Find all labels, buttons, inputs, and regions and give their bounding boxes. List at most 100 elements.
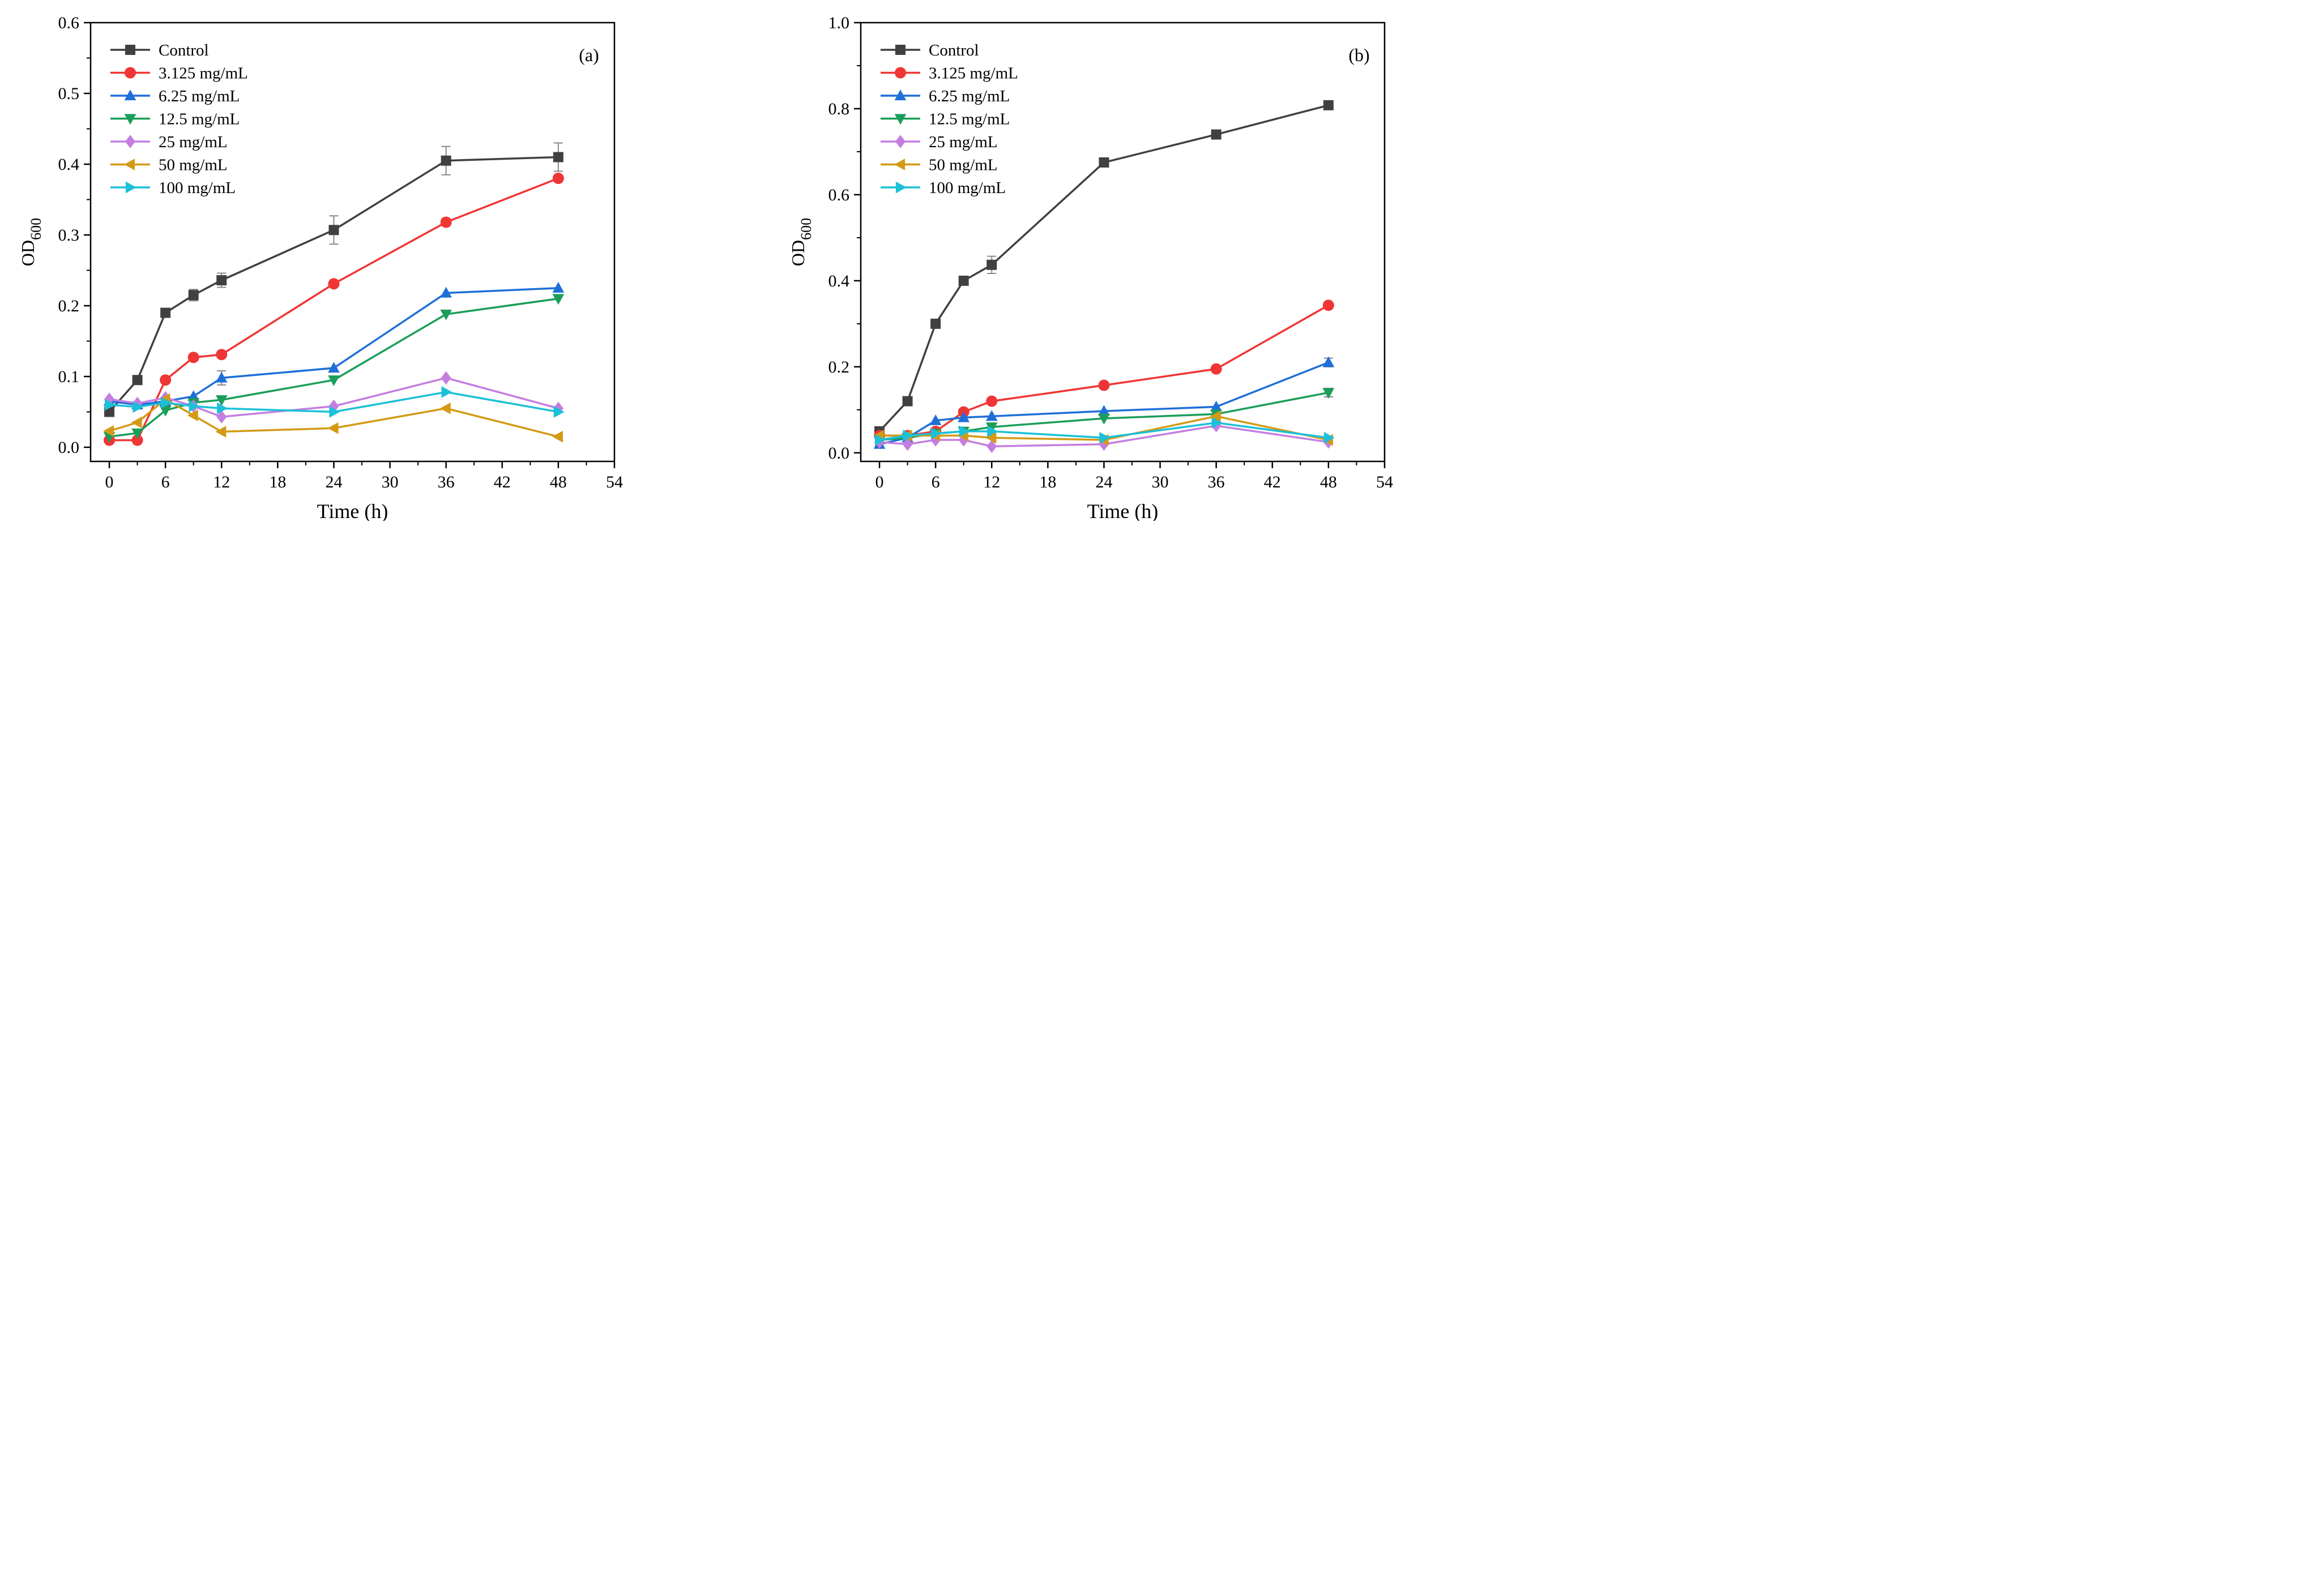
legend-label: 100 mg/mL: [929, 179, 1006, 197]
panel-label: (a): [579, 45, 599, 65]
data-point: [1098, 405, 1110, 416]
data-point: [441, 371, 451, 385]
data-point: [986, 259, 997, 270]
series-100-mg-ml: [874, 417, 1335, 446]
data-point: [985, 431, 997, 444]
legend-marker: [124, 114, 136, 125]
legend-label: 100 mg/mL: [159, 179, 236, 197]
legend-label: 6.25 mg/mL: [159, 87, 240, 105]
series-line: [878, 104, 1329, 433]
y-tick-label: 0.0: [58, 438, 80, 457]
data-point: [215, 371, 228, 383]
y-axis-label-main: OD: [788, 240, 808, 266]
legend-label: 50 mg/mL: [159, 156, 228, 174]
data-point: [159, 405, 172, 417]
legend-entry: 25 mg/mL: [110, 133, 228, 151]
legend-label: 50 mg/mL: [929, 156, 998, 174]
data-point: [986, 439, 997, 453]
data-point: [1098, 413, 1110, 425]
legend-entry: 6.25 mg/mL: [110, 87, 240, 105]
data-point: [1098, 379, 1110, 391]
data-point: [958, 411, 970, 422]
legend-marker: [894, 114, 907, 125]
data-point: [553, 152, 563, 162]
legend-label: Control: [929, 41, 979, 59]
legend-marker: [895, 67, 906, 79]
legend-label: 25 mg/mL: [929, 133, 998, 151]
data-point: [1322, 356, 1335, 367]
legend-label: 12.5 mg/mL: [159, 110, 240, 129]
data-point: [329, 406, 340, 418]
series-line: [109, 376, 559, 418]
x-tick-label: 0: [105, 473, 114, 491]
data-point: [959, 425, 970, 438]
data-point: [930, 318, 941, 329]
data-point: [439, 402, 451, 414]
x-tick-label: 30: [382, 473, 399, 491]
x-tick-label: 42: [494, 473, 511, 491]
data-point: [131, 428, 143, 439]
legend-marker: [125, 181, 136, 194]
legend-marker: [125, 45, 135, 55]
data-point: [188, 290, 199, 301]
data-point: [160, 307, 171, 318]
series-50-mg-ml: [103, 393, 563, 443]
x-tick-label: 12: [213, 473, 230, 491]
y-tick-label: 0.1: [58, 367, 80, 386]
data-point: [216, 275, 227, 285]
legend-entry: 100 mg/mL: [881, 179, 1006, 197]
plot-frame: [860, 22, 1386, 463]
x-axis-label: Time (h): [317, 500, 388, 521]
data-point: [328, 225, 339, 236]
data-point: [328, 278, 340, 290]
series-line: [108, 156, 558, 413]
y-tick-label: 0.5: [58, 84, 80, 103]
legend-entry: 3.125 mg/mL: [881, 65, 1018, 83]
data-point: [133, 401, 144, 413]
data-point: [215, 426, 227, 438]
data-point: [103, 425, 114, 437]
data-point: [189, 400, 200, 412]
legend-entry: Control: [110, 41, 209, 59]
data-point: [1099, 431, 1110, 444]
legend-marker: [125, 67, 136, 79]
chart-panel-a: 0 6 12 18 24 30 36 42 48 54 0.0 0.1 0.2 0.3 0.4 0.5 0.6 T…: [0, 0, 736, 524]
growth-chart-a: 0 6 12 18 24 30 36 42 48 54 0.0 0.1 0.2 0.3 0.4 0.5 0.6 T…: [18, 14, 623, 523]
y-tick-label: 1.0: [828, 14, 850, 32]
legend-marker: [894, 89, 907, 101]
data-point: [216, 410, 227, 423]
x-tick-label: 18: [269, 473, 286, 491]
data-point: [441, 155, 451, 166]
series-100-mg-ml: [104, 386, 565, 418]
legend-entry: 25 mg/mL: [881, 133, 998, 151]
y-axis-label-main: OD: [18, 240, 38, 266]
series-line: [879, 425, 1329, 448]
data-point: [552, 173, 564, 184]
data-point: [132, 375, 143, 386]
legend-entry: 50 mg/mL: [110, 156, 228, 174]
data-point: [131, 416, 142, 429]
x-tick-label: 24: [1095, 473, 1112, 491]
x-tick-label: 18: [1039, 473, 1056, 491]
y-axis-label-sub: 600: [28, 218, 44, 240]
data-point: [328, 362, 340, 373]
data-point: [441, 386, 452, 398]
y-axis-label: OD600: [18, 218, 44, 266]
legend-marker: [895, 181, 907, 194]
data-point: [1211, 129, 1221, 140]
series-control: [874, 100, 1334, 437]
data-point: [929, 414, 942, 425]
legend-label: 3.125 mg/mL: [159, 65, 248, 83]
x-tick-label: 6: [161, 473, 170, 491]
data-point: [104, 399, 116, 411]
legend-label: 3.125 mg/mL: [929, 65, 1018, 83]
y-tick-label: 0.2: [828, 358, 850, 376]
x-axis-label: Time (h): [1087, 500, 1159, 521]
data-point: [552, 430, 563, 443]
x-tick-label: 24: [325, 473, 342, 491]
y-tick-label: 0.2: [58, 297, 80, 315]
x-tick-label: 54: [606, 473, 623, 491]
data-point: [958, 275, 969, 286]
legend-entry: 12.5 mg/mL: [110, 110, 240, 129]
y-tick-label: 0.4: [828, 272, 850, 290]
